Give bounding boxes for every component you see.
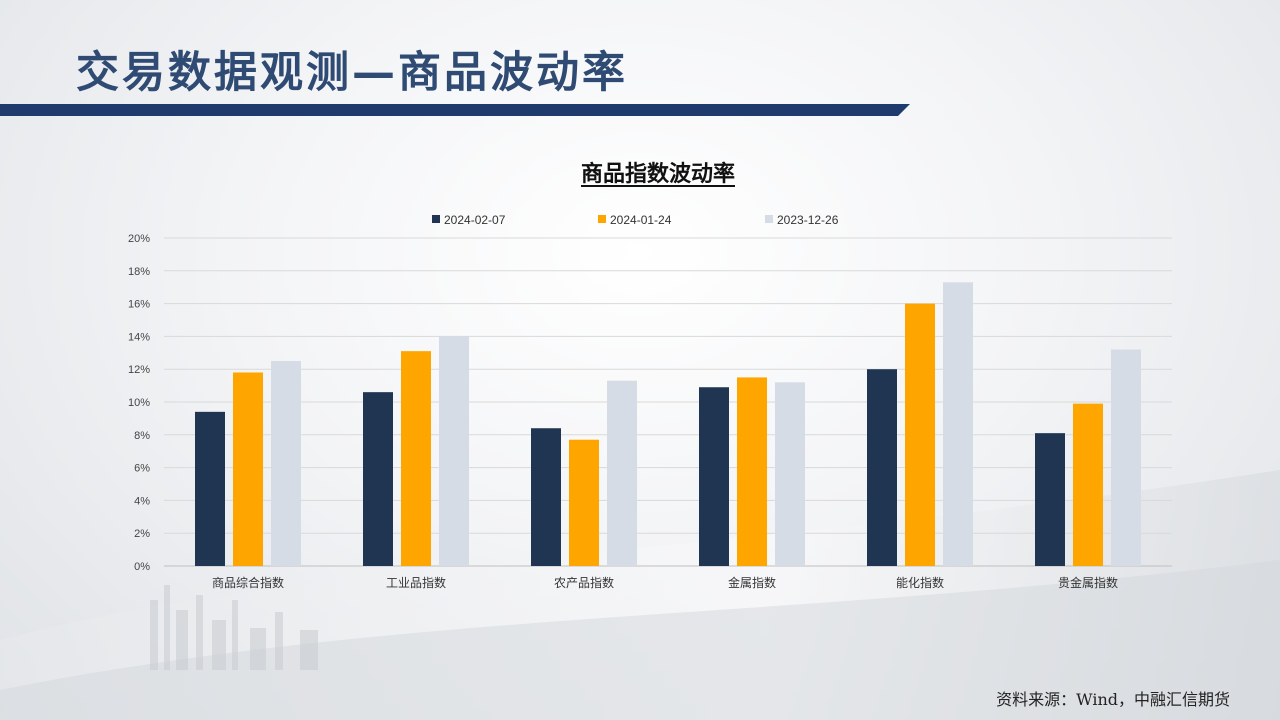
y-tick-label: 10% [128,397,150,409]
chart-title: 商品指数波动率 [580,162,735,187]
legend-swatch [765,215,773,223]
x-tick-label: 金属指数 [728,575,776,590]
x-tick-label: 贵金属指数 [1058,575,1118,590]
bar [363,392,393,566]
y-tick-label: 8% [134,430,150,442]
y-tick-label: 0% [134,561,150,573]
x-tick-label: 农产品指数 [554,575,614,590]
bar [607,380,637,566]
x-tick-label: 工业品指数 [386,575,446,590]
bar [233,372,263,566]
y-tick-label: 2% [134,528,150,540]
bar [737,377,767,566]
bar [699,387,729,566]
legend-swatch [598,215,606,223]
y-tick-label: 18% [128,266,150,278]
bar [1111,349,1141,566]
legend-label: 2024-01-24 [610,213,672,227]
legend-label: 2023-12-26 [777,213,839,227]
legend-label: 2024-02-07 [444,213,506,227]
slide-title: 交易数据观测—商品波动率 [76,48,628,98]
title-underline-bar [0,104,910,116]
y-tick-label: 6% [134,463,150,475]
y-tick-label: 14% [128,331,150,343]
y-tick-label: 20% [128,233,150,245]
bar [867,369,897,566]
bar [1035,433,1065,566]
y-tick-label: 12% [128,364,150,376]
legend-swatch [432,215,440,223]
bar [271,361,301,566]
bar [1073,403,1103,566]
bar [775,382,805,566]
bar [569,439,599,566]
bar [401,351,431,566]
source-note: 资料来源：Wind，中融汇信期货 [996,690,1230,709]
bar [439,336,469,566]
bar [531,428,561,566]
x-tick-label: 能化指数 [896,575,944,590]
x-tick-label: 商品综合指数 [212,575,284,590]
bar [195,411,225,566]
bar [905,303,935,566]
y-tick-label: 16% [128,299,150,311]
bar [943,282,973,566]
y-tick-label: 4% [134,495,150,507]
